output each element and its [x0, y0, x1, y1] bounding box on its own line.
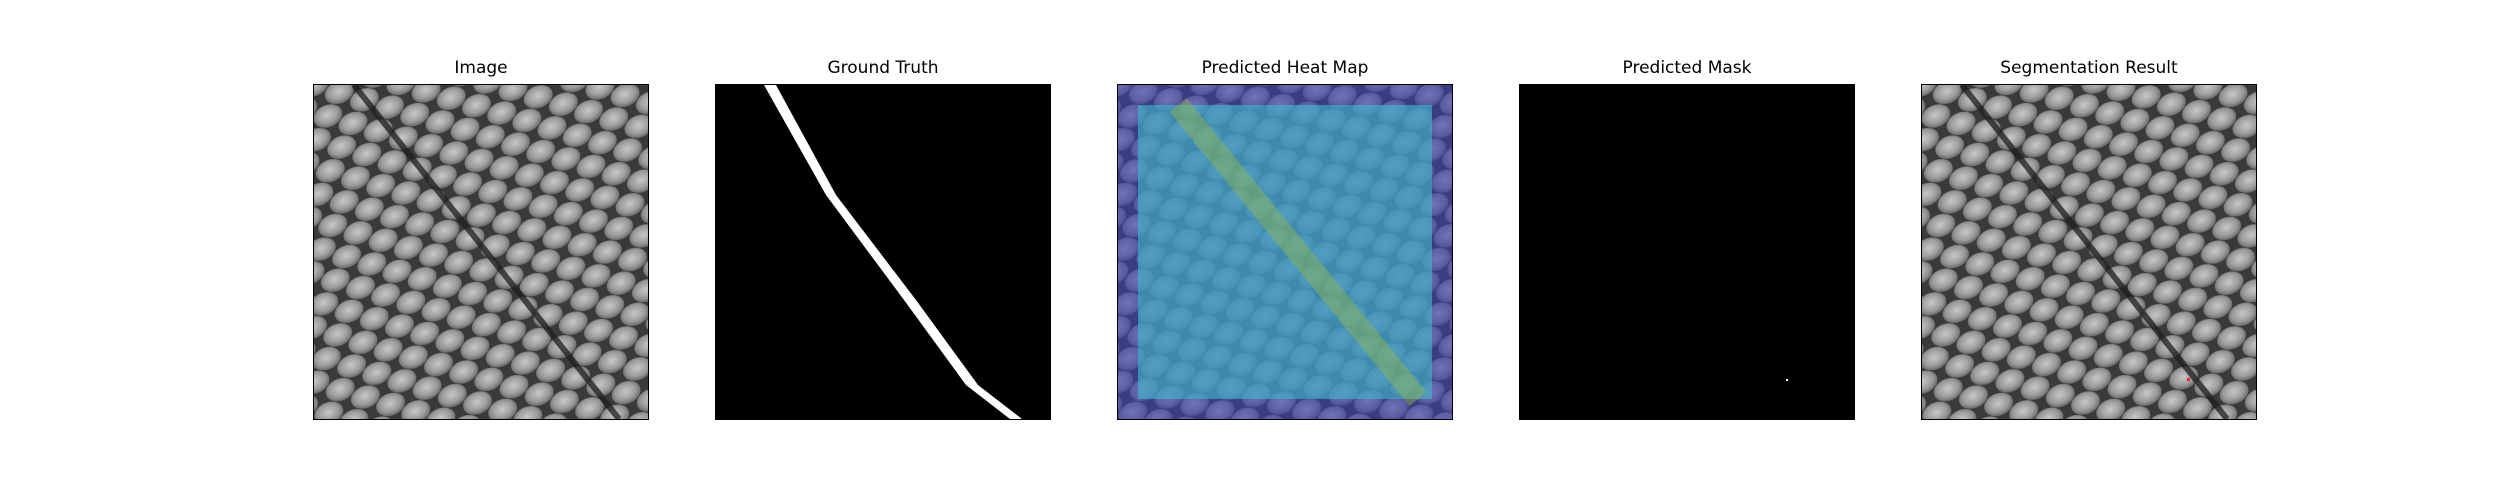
- predicted-mask-frame: [1519, 84, 1855, 420]
- panel-title-image: Image: [454, 58, 508, 78]
- ground-truth-defect: [764, 85, 1022, 419]
- fabric-image: [314, 85, 648, 419]
- heat-map-image: [1118, 85, 1452, 419]
- panel-predicted-mask: Predicted Mask: [1519, 0, 1855, 500]
- predicted-mask-dot: [1786, 379, 1788, 381]
- ground-truth-frame: [715, 84, 1051, 420]
- heat-core-region: [1138, 105, 1432, 399]
- image-frame: [313, 84, 649, 420]
- panel-image: Image: [313, 0, 649, 500]
- panel-title-heat-map: Predicted Heat Map: [1201, 58, 1369, 78]
- segmentation-red-marker: [2187, 378, 2190, 381]
- ground-truth-mask: [716, 85, 1050, 419]
- panel-title-ground-truth: Ground Truth: [827, 58, 939, 78]
- panel-heat-map: Predicted Heat Map: [1117, 0, 1453, 500]
- segmentation-scratch: [1959, 85, 2230, 419]
- panel-segmentation-result: Segmentation Result: [1921, 0, 2257, 500]
- heat-hot-band: [1169, 98, 1427, 406]
- defect-scratch: [351, 85, 622, 419]
- predicted-mask-image: [1520, 85, 1854, 419]
- heat-map-frame: [1117, 84, 1453, 420]
- panel-title-segmentation-result: Segmentation Result: [2000, 58, 2178, 78]
- panel-title-predicted-mask: Predicted Mask: [1622, 58, 1752, 78]
- segmentation-image: [1922, 85, 2256, 419]
- segmentation-frame: [1921, 84, 2257, 420]
- panel-ground-truth: Ground Truth: [715, 0, 1051, 500]
